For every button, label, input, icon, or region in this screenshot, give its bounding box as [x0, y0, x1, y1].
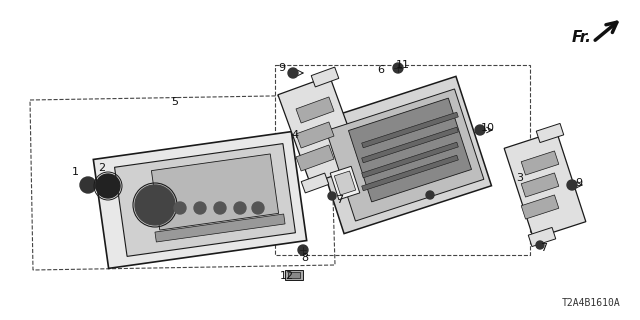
Circle shape — [252, 202, 264, 214]
Polygon shape — [326, 89, 484, 221]
Polygon shape — [349, 98, 472, 202]
Circle shape — [328, 192, 336, 200]
Polygon shape — [308, 76, 492, 234]
Text: 8: 8 — [301, 253, 308, 263]
Circle shape — [475, 125, 485, 135]
Text: 11: 11 — [396, 60, 410, 70]
Text: 4: 4 — [291, 130, 299, 140]
Text: 5: 5 — [172, 97, 179, 107]
Polygon shape — [296, 145, 334, 171]
Polygon shape — [521, 195, 559, 219]
Circle shape — [426, 191, 434, 199]
Polygon shape — [528, 228, 556, 247]
Circle shape — [135, 185, 175, 225]
Polygon shape — [93, 132, 307, 268]
Polygon shape — [362, 127, 458, 163]
Polygon shape — [362, 142, 458, 178]
Polygon shape — [362, 155, 458, 191]
Polygon shape — [521, 151, 559, 175]
Polygon shape — [152, 154, 278, 230]
Circle shape — [234, 202, 246, 214]
Circle shape — [80, 177, 96, 193]
Text: 7: 7 — [337, 195, 344, 205]
Text: 9: 9 — [278, 63, 285, 73]
Bar — [285, 270, 303, 280]
Polygon shape — [155, 214, 285, 242]
Polygon shape — [301, 173, 329, 193]
Text: 9: 9 — [575, 178, 582, 188]
Circle shape — [298, 245, 308, 255]
Polygon shape — [330, 166, 360, 200]
Circle shape — [288, 68, 298, 78]
Circle shape — [96, 174, 120, 198]
Text: 10: 10 — [481, 123, 495, 133]
Circle shape — [214, 202, 226, 214]
Polygon shape — [521, 173, 559, 197]
Polygon shape — [115, 144, 296, 256]
Circle shape — [536, 241, 544, 249]
Polygon shape — [362, 112, 458, 148]
Bar — [288, 272, 300, 278]
Circle shape — [194, 202, 206, 214]
Polygon shape — [311, 67, 339, 87]
Text: 2: 2 — [99, 163, 106, 173]
Polygon shape — [296, 122, 334, 148]
Text: 7: 7 — [540, 243, 548, 253]
Circle shape — [174, 202, 186, 214]
Polygon shape — [278, 76, 362, 184]
Circle shape — [393, 63, 403, 73]
Polygon shape — [296, 97, 334, 123]
Text: 1: 1 — [72, 167, 79, 177]
Text: Fr.: Fr. — [572, 30, 592, 45]
Polygon shape — [504, 131, 586, 239]
Polygon shape — [536, 124, 564, 143]
Text: 3: 3 — [516, 173, 524, 183]
Text: T2A4B1610A: T2A4B1610A — [561, 298, 620, 308]
Polygon shape — [334, 171, 356, 195]
Text: 12: 12 — [280, 271, 294, 281]
Circle shape — [567, 180, 577, 190]
Text: 6: 6 — [378, 65, 385, 75]
